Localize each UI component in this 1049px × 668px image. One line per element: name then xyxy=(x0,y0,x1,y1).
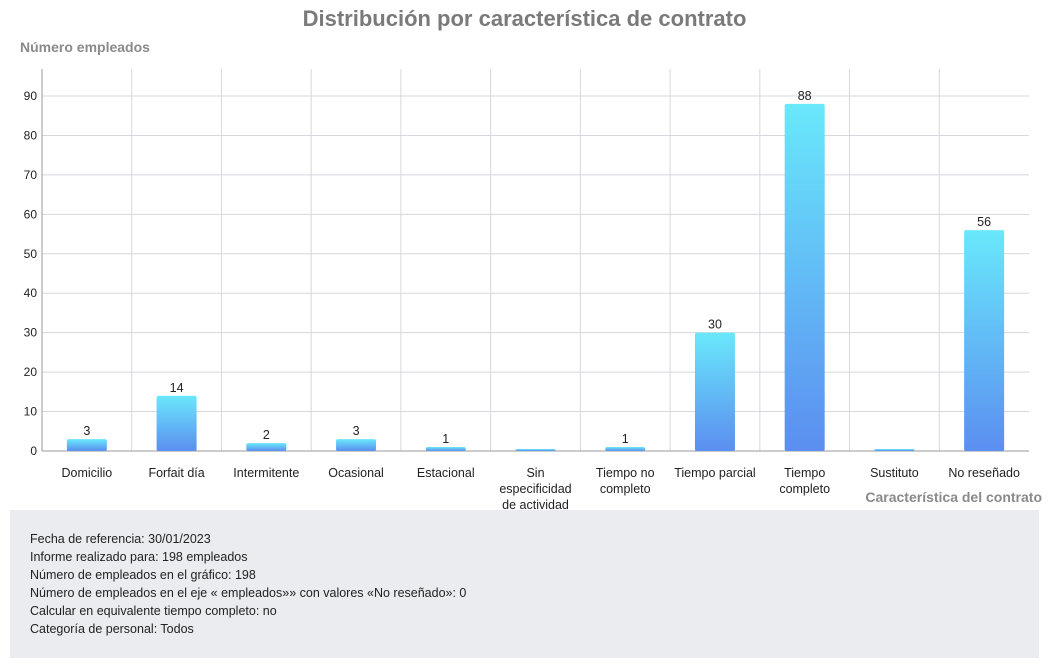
x-axis-label: Característica del contrato xyxy=(865,489,1042,505)
bar-value-label: 88 xyxy=(798,89,812,103)
bar-value-label: 30 xyxy=(708,318,722,332)
x-tick-label: Forfait día xyxy=(148,466,204,480)
y-tick-label: 90 xyxy=(24,89,38,103)
x-tick-label: de actividad xyxy=(502,498,569,510)
x-tick-label: Tiempo xyxy=(784,466,825,480)
y-tick-label: 20 xyxy=(24,365,38,379)
x-tick-label: Tiempo no xyxy=(596,466,655,480)
info-reference-date: Fecha de referencia: 30/01/2023 xyxy=(30,532,211,546)
bar-value-label: 1 xyxy=(622,432,629,446)
bar[interactable] xyxy=(874,449,915,451)
y-tick-label: 50 xyxy=(24,247,38,261)
x-tick-label: completo xyxy=(600,482,651,496)
y-axis-label: Número empleados xyxy=(20,39,150,55)
bar-value-label: 2 xyxy=(263,428,270,442)
y-tick-label: 70 xyxy=(24,168,38,182)
bar[interactable] xyxy=(336,439,377,451)
bar-value-label: 3 xyxy=(353,424,360,438)
info-panel: Fecha de referencia: 30/01/2023 Informe … xyxy=(10,510,1039,658)
bar-value-label: 3 xyxy=(83,424,90,438)
x-tick-label: Estacional xyxy=(417,466,475,480)
y-tick-label: 80 xyxy=(24,128,38,142)
x-tick-label: Tiempo parcial xyxy=(674,466,756,480)
y-tick-label: 60 xyxy=(24,207,38,221)
y-tick-label: 0 xyxy=(30,444,37,458)
bar-value-label: 14 xyxy=(170,381,184,395)
bar-chart: 0 10 20 30 40 50 60 70 80 90 3 Domicilio 14 Forfait d… xyxy=(24,69,1029,510)
info-report-for: Informe realizado para: 198 empleados xyxy=(30,550,248,564)
bar[interactable] xyxy=(66,439,107,451)
bar[interactable] xyxy=(156,395,197,451)
x-tick-label: Sustituto xyxy=(870,466,919,480)
bar[interactable] xyxy=(784,103,825,451)
x-tick-label: Sin xyxy=(526,466,544,480)
y-tick-label: 10 xyxy=(24,405,38,419)
y-tick-label: 40 xyxy=(24,286,38,300)
x-tick-label: especificidad xyxy=(499,482,571,496)
bar[interactable] xyxy=(425,447,466,451)
bar-value-label: 56 xyxy=(977,215,991,229)
info-fte: Calcular en equivalente tiempo completo:… xyxy=(30,604,277,618)
x-tick-label: Domicilio xyxy=(62,466,113,480)
bar[interactable] xyxy=(694,332,735,451)
x-tick-label: Intermitente xyxy=(233,466,299,480)
info-not-specified-count: Número de empleados en el eje « empleado… xyxy=(30,586,467,600)
x-tick-label: Ocasional xyxy=(328,466,384,480)
bar[interactable] xyxy=(515,449,556,451)
x-tick-label: No reseñado xyxy=(948,466,1020,480)
info-employees-in-chart: Número de empleados en el gráfico: 198 xyxy=(30,568,256,582)
x-tick-label: completo xyxy=(779,482,830,496)
info-staff-category: Categoría de personal: Todos xyxy=(30,622,194,636)
y-tick-label: 30 xyxy=(24,326,38,340)
chart-title: Distribución por característica de contr… xyxy=(302,6,747,31)
bar[interactable] xyxy=(605,447,646,451)
bar[interactable] xyxy=(964,230,1005,451)
bar-value-label: 1 xyxy=(442,432,449,446)
bar[interactable] xyxy=(246,443,287,451)
